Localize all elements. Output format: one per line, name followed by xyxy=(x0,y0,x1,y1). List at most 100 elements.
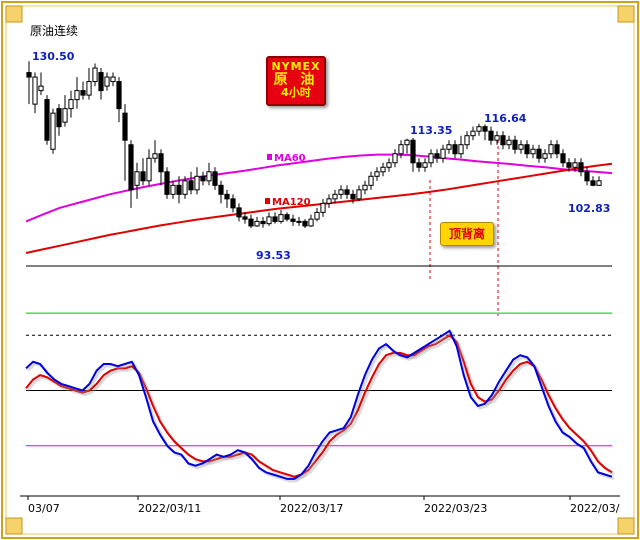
candle-body xyxy=(584,171,590,182)
candle xyxy=(404,138,410,154)
candle-body xyxy=(368,175,374,186)
candle-body xyxy=(362,184,368,191)
candle xyxy=(104,72,110,91)
candle xyxy=(86,68,92,100)
candle xyxy=(488,126,494,145)
candle xyxy=(302,219,308,229)
candle xyxy=(194,167,200,195)
candle xyxy=(50,108,56,154)
candle xyxy=(56,104,62,136)
candle-body xyxy=(152,153,158,159)
candle xyxy=(242,212,248,224)
candle xyxy=(590,176,596,187)
candle xyxy=(278,210,284,224)
price-label: 113.35 xyxy=(410,124,452,137)
candle xyxy=(482,124,488,141)
candle xyxy=(26,61,32,105)
candle-body xyxy=(188,180,194,191)
candle-body xyxy=(596,180,602,186)
candle xyxy=(32,72,38,114)
candle-body xyxy=(290,218,296,222)
candle xyxy=(434,149,440,163)
candle-body xyxy=(254,220,260,227)
candle-body xyxy=(542,153,548,159)
ma-label: MA120 xyxy=(272,197,311,208)
candle xyxy=(230,194,236,213)
candle xyxy=(44,95,50,145)
candle xyxy=(152,140,158,163)
x-axis: 03/07 2022/03/11 2022/03/17 2022/03/23 2022/… xyxy=(20,495,620,515)
candle xyxy=(212,167,218,190)
candle xyxy=(440,144,446,163)
badge-exchange: NYMEX xyxy=(271,60,321,73)
candle-body xyxy=(572,162,578,168)
candle xyxy=(188,171,194,195)
price-label: 93.53 xyxy=(256,249,291,262)
candle xyxy=(62,95,68,127)
candle xyxy=(362,180,368,195)
candle-body xyxy=(578,162,584,173)
candle-body xyxy=(398,144,404,155)
candle-body xyxy=(386,162,392,168)
candle xyxy=(116,77,122,123)
ma120-line xyxy=(25,162,613,254)
frame-corner xyxy=(617,5,635,23)
candle xyxy=(584,167,590,186)
candle xyxy=(140,158,146,186)
candle-body xyxy=(404,139,410,146)
candle xyxy=(158,149,164,186)
candle xyxy=(380,162,386,177)
candle-body xyxy=(530,148,536,155)
candle-body xyxy=(344,189,350,195)
candle-body xyxy=(554,144,560,155)
candle-body xyxy=(494,135,500,141)
candle xyxy=(422,158,428,172)
badge-product: 原 油 xyxy=(273,71,319,88)
candle xyxy=(578,158,584,177)
candle xyxy=(92,63,98,87)
candle-body xyxy=(80,90,86,96)
kd-indicator-panel xyxy=(25,312,615,483)
x-tick-label: 2022/03/23 xyxy=(424,502,487,515)
candle xyxy=(494,131,500,145)
candle xyxy=(416,158,422,172)
ma60-line xyxy=(25,153,613,223)
candle xyxy=(596,176,602,186)
candle xyxy=(314,207,320,222)
candle xyxy=(134,162,140,199)
candle xyxy=(260,216,266,228)
candle xyxy=(98,68,104,100)
candle-body xyxy=(278,214,284,222)
candle xyxy=(68,90,74,118)
candle-body xyxy=(218,184,224,195)
candle xyxy=(500,131,506,150)
candle xyxy=(458,135,464,159)
candle xyxy=(146,149,152,186)
candle xyxy=(338,185,344,199)
candle xyxy=(170,180,176,199)
candle xyxy=(524,140,530,159)
candle-body xyxy=(296,220,302,223)
candle xyxy=(80,81,86,100)
candle-body xyxy=(176,184,182,195)
candle-body xyxy=(260,220,266,225)
badge-timeframe: 4小时 xyxy=(281,86,311,100)
frame-corner xyxy=(5,5,23,23)
x-tick-label: 2022/03/11 xyxy=(138,502,201,515)
candle-body xyxy=(200,175,206,182)
ma-label-marker xyxy=(265,198,270,204)
candle xyxy=(254,216,260,227)
candle xyxy=(392,149,398,168)
candle xyxy=(110,72,116,87)
candle-body xyxy=(32,76,38,105)
candle xyxy=(560,149,566,168)
candle-body xyxy=(62,108,68,123)
price-label: 116.64 xyxy=(484,112,527,125)
candle xyxy=(374,167,380,181)
frame-corner-decorations xyxy=(5,5,635,535)
candle-body xyxy=(314,211,320,220)
candle-body xyxy=(134,171,140,186)
candle-body xyxy=(350,193,356,200)
candle xyxy=(344,185,350,199)
candle xyxy=(38,72,44,96)
